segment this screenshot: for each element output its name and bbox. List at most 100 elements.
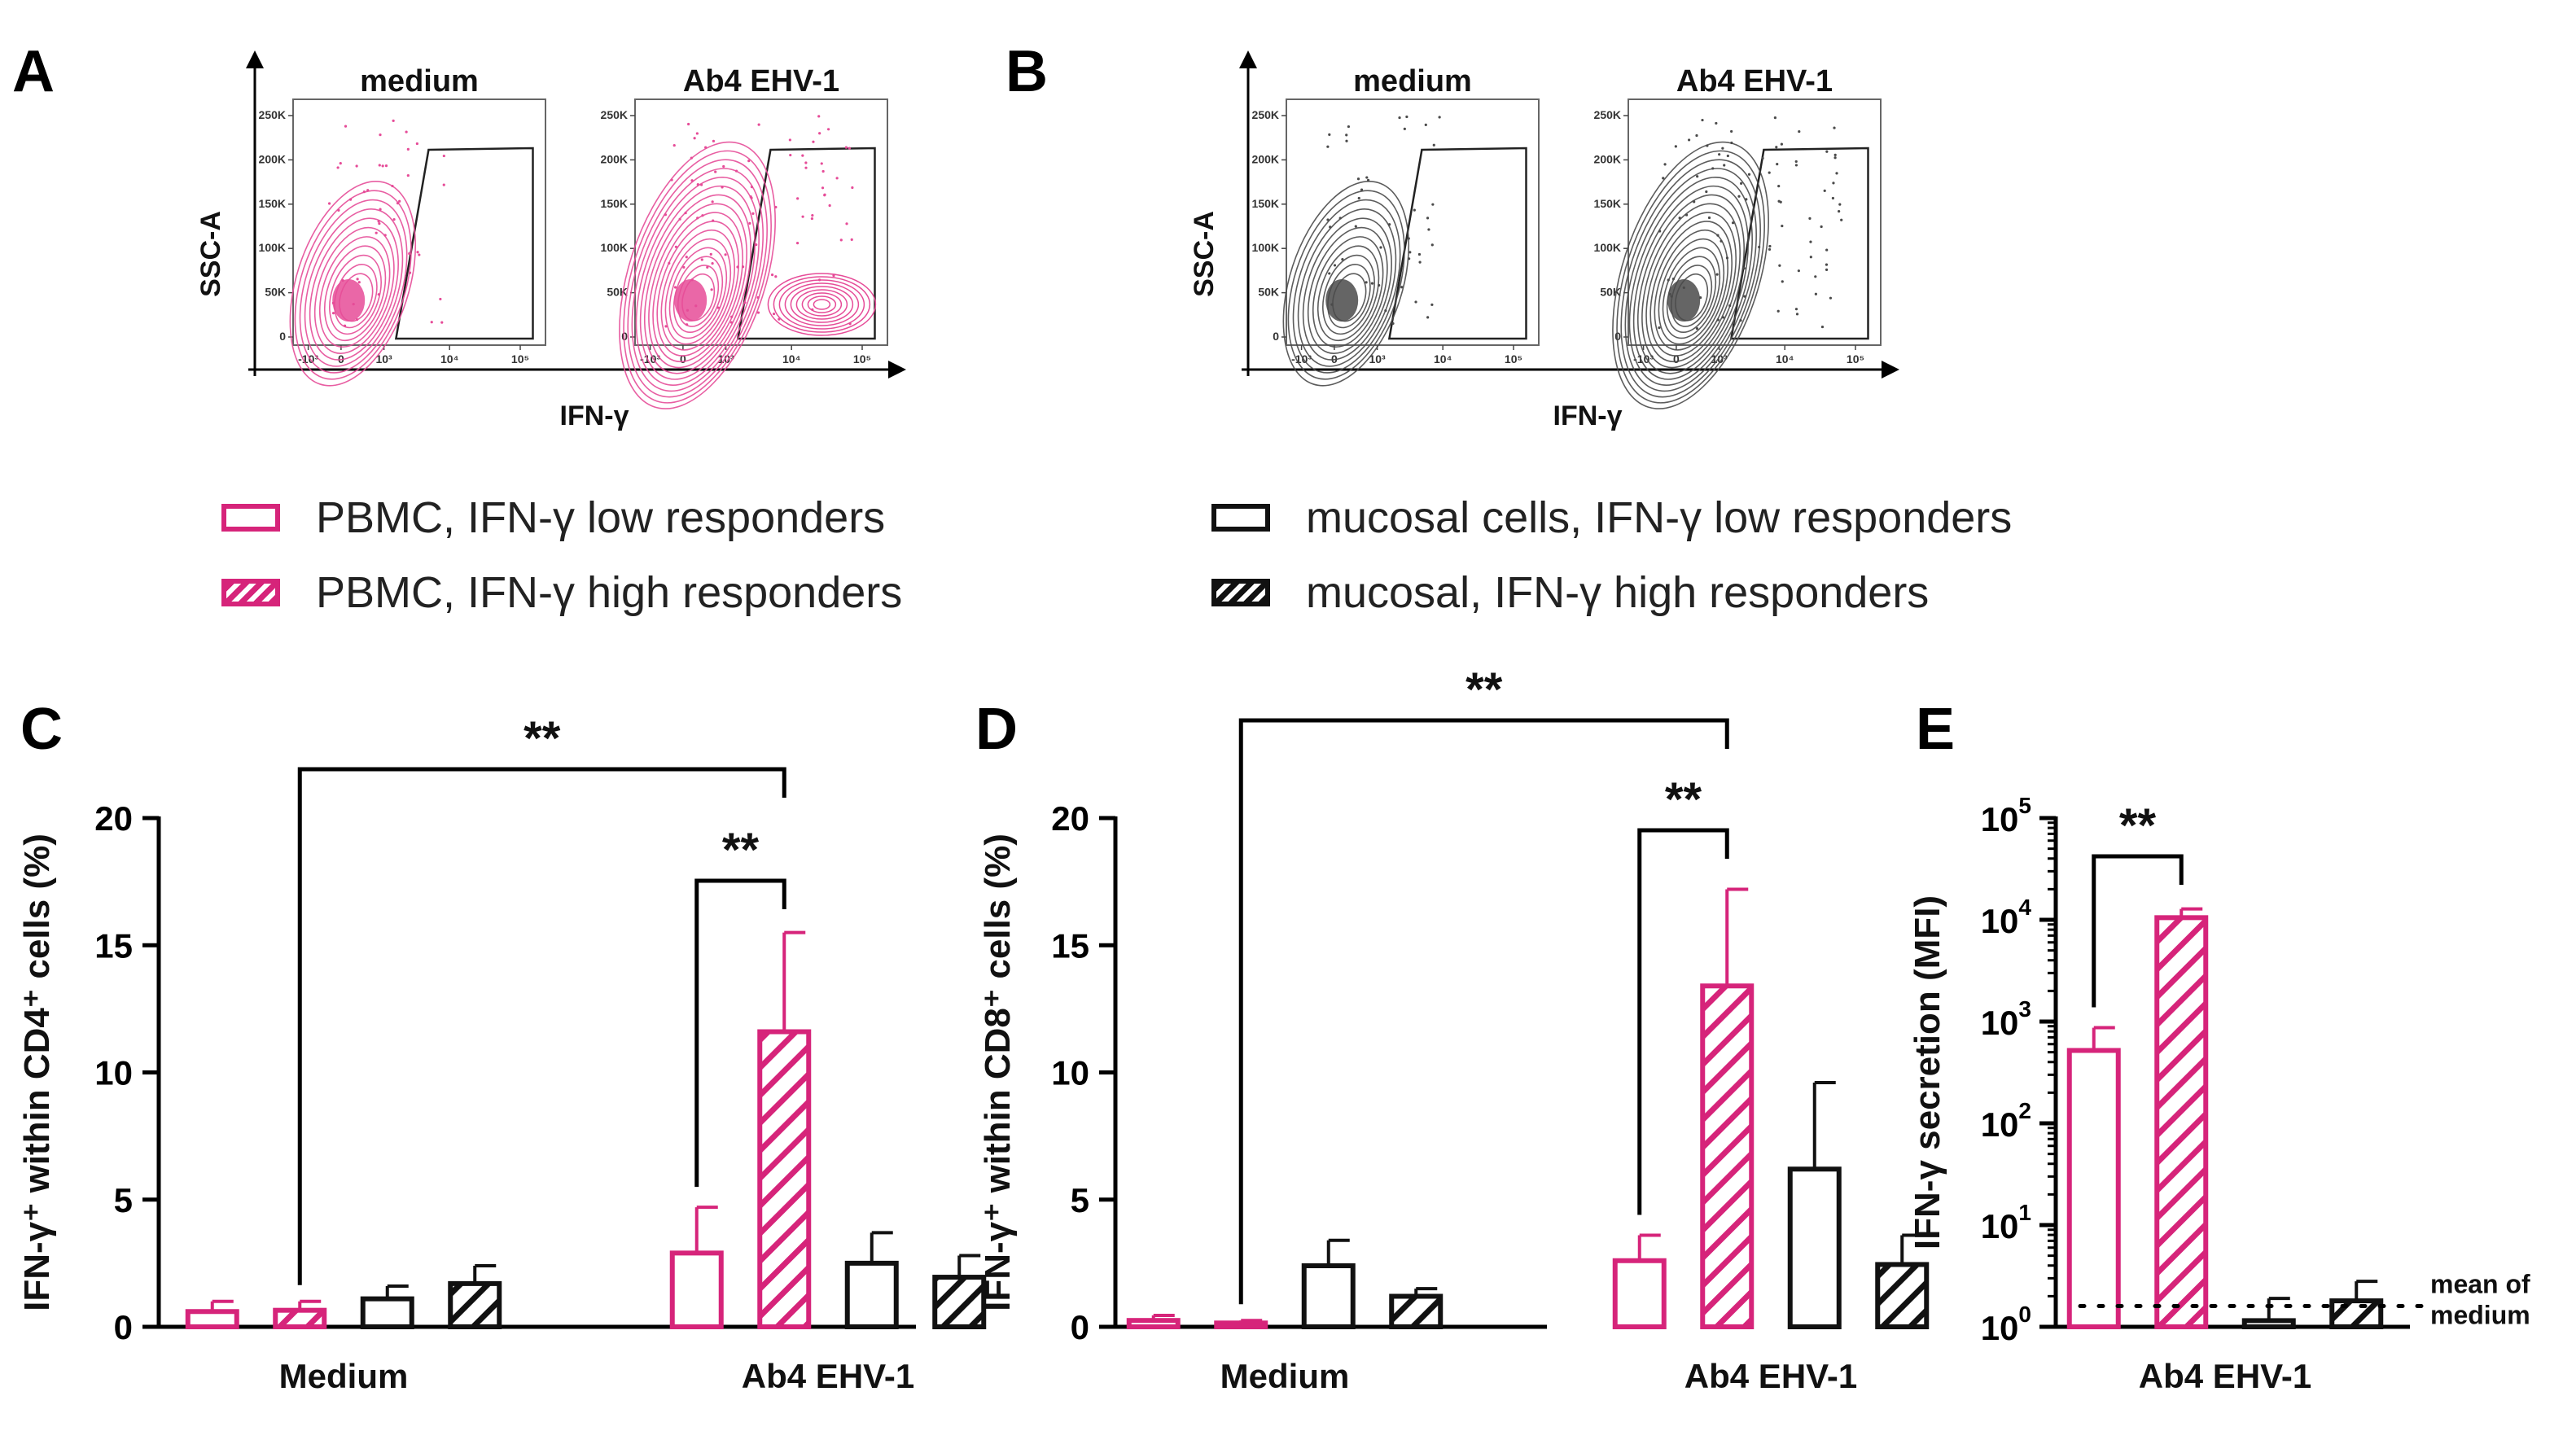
contour-line bbox=[1616, 150, 1765, 404]
event-dot bbox=[1768, 171, 1771, 174]
event-dot bbox=[1338, 217, 1342, 220]
x-tick-label: 10³ bbox=[375, 352, 392, 365]
event-dot bbox=[1695, 133, 1698, 138]
event-dot bbox=[1326, 145, 1330, 148]
contour-line bbox=[1666, 256, 1717, 334]
event-dot bbox=[778, 317, 781, 321]
event-dot bbox=[1407, 237, 1410, 240]
contour-line bbox=[1632, 185, 1749, 380]
x-tick-label: 0 bbox=[680, 352, 686, 365]
x-tick-label: 10⁵ bbox=[1505, 352, 1522, 365]
x-axis-arrow bbox=[888, 361, 906, 379]
event-dot bbox=[817, 278, 821, 282]
event-dot bbox=[1360, 188, 1364, 191]
event-dot bbox=[362, 190, 366, 194]
x-tick-label: 10⁴ bbox=[440, 352, 459, 365]
event-dot bbox=[685, 256, 688, 259]
contour-line bbox=[299, 199, 408, 374]
y-tick-label: 200K bbox=[601, 152, 628, 165]
significance-label: ** bbox=[722, 824, 760, 877]
event-dot bbox=[1667, 278, 1670, 282]
event-dot bbox=[696, 182, 699, 186]
x-tick-label: 0 bbox=[1331, 352, 1338, 365]
event-dot bbox=[355, 164, 358, 168]
event-dot bbox=[684, 212, 687, 215]
contour-line bbox=[807, 295, 837, 313]
event-dot bbox=[1328, 133, 1331, 137]
plot-title: medium bbox=[360, 64, 479, 98]
event-dot bbox=[405, 130, 408, 133]
reference-line-label: medium bbox=[2430, 1300, 2530, 1329]
bar bbox=[2154, 915, 2209, 1329]
event-dot bbox=[1398, 116, 1401, 120]
event-dot bbox=[1431, 203, 1435, 206]
y-tick-label: 15 bbox=[1051, 926, 1089, 965]
event-dot bbox=[1408, 251, 1412, 254]
event-dot bbox=[1418, 260, 1422, 264]
event-dot bbox=[749, 195, 752, 199]
plot-frame bbox=[1286, 98, 1540, 346]
event-dot bbox=[1745, 198, 1748, 201]
event-dot bbox=[704, 146, 708, 149]
contour-line bbox=[313, 226, 395, 354]
y-tick-label: 50K bbox=[265, 286, 286, 299]
event-dot bbox=[1740, 182, 1743, 185]
y-tick-label: 100K bbox=[1594, 241, 1621, 254]
event-dot bbox=[383, 234, 387, 237]
event-dot bbox=[344, 125, 348, 128]
contour-core bbox=[332, 279, 366, 322]
significance-label: ** bbox=[1665, 773, 1702, 826]
event-dot bbox=[1715, 121, 1718, 125]
contour-line bbox=[1628, 177, 1753, 386]
legend-item: PBMC, IFN-γ high responders bbox=[221, 567, 902, 618]
y-axis-label: SSC-A bbox=[195, 211, 226, 297]
event-dot bbox=[1438, 116, 1441, 119]
bar bbox=[932, 1275, 987, 1329]
legend-label: mucosal cells, IFN-γ low responders bbox=[1306, 493, 2013, 542]
contour-core bbox=[1667, 279, 1701, 322]
event-dot bbox=[1328, 272, 1331, 275]
y-tick-label: 104 bbox=[1981, 895, 2032, 940]
contour-line bbox=[1292, 199, 1401, 374]
y-tick-label: 101 bbox=[1981, 1200, 2031, 1245]
x-category-label: Medium bbox=[1220, 1357, 1350, 1395]
event-dot bbox=[415, 142, 418, 146]
event-dot bbox=[339, 162, 342, 165]
event-dot bbox=[757, 123, 760, 126]
y-tick-label: 50K bbox=[1600, 286, 1621, 299]
event-dot bbox=[1707, 216, 1711, 220]
event-dot bbox=[845, 222, 848, 225]
event-dot bbox=[1356, 177, 1360, 181]
event-dot bbox=[392, 119, 395, 122]
event-dot bbox=[391, 184, 394, 188]
event-dot bbox=[1427, 228, 1430, 231]
y-tick-label: 15 bbox=[94, 926, 133, 965]
significance-bracket bbox=[1238, 718, 1729, 1305]
chart-C: C 0 5 10 15 20 IFN-γ⁺ within CD4⁺ cells (%) Med… bbox=[17, 697, 987, 1395]
event-dot bbox=[1737, 195, 1741, 198]
event-dot bbox=[442, 183, 445, 186]
event-dot bbox=[1781, 280, 1784, 283]
event-dot bbox=[1721, 147, 1724, 150]
event-dot bbox=[1820, 225, 1823, 229]
x-axis-label: IFN-γ bbox=[560, 400, 629, 431]
event-dot bbox=[673, 286, 677, 289]
event-dot bbox=[406, 147, 410, 151]
reference-line-label: mean of bbox=[2430, 1269, 2530, 1298]
event-dot bbox=[418, 253, 421, 256]
event-dot bbox=[811, 213, 814, 217]
event-dot bbox=[398, 199, 401, 203]
event-dot bbox=[1814, 292, 1817, 295]
y-tick-label: 20 bbox=[1051, 799, 1089, 838]
event-dot bbox=[1357, 196, 1360, 200]
y-axis-label: SSC-A bbox=[1189, 211, 1220, 297]
event-dot bbox=[848, 147, 851, 150]
event-dot bbox=[1668, 292, 1671, 296]
legend-swatch bbox=[1211, 504, 1270, 532]
event-dot bbox=[1808, 217, 1812, 220]
event-dot bbox=[1838, 210, 1841, 213]
event-dot bbox=[1326, 218, 1330, 221]
y-axis-arrow bbox=[1239, 50, 1257, 68]
event-dot bbox=[789, 153, 792, 157]
y-tick-label: 50K bbox=[607, 286, 628, 299]
